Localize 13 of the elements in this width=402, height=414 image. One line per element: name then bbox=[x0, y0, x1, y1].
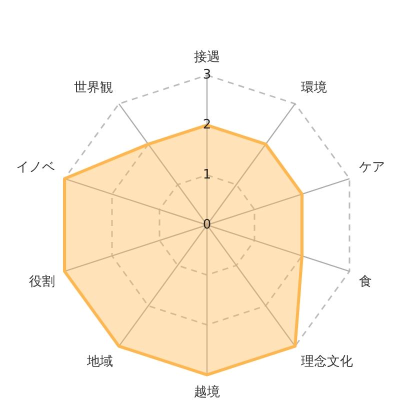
spoke-label: イノベ bbox=[16, 160, 55, 176]
y-tick-label: 3 bbox=[202, 68, 212, 83]
spoke-label: ケア bbox=[359, 160, 385, 176]
spoke-label: 食 bbox=[359, 274, 372, 290]
spoke-label: 越境 bbox=[194, 384, 220, 400]
spoke-label: 接遇 bbox=[194, 50, 220, 65]
spoke-label: 環境 bbox=[300, 79, 327, 96]
spoke-label: 役割 bbox=[29, 274, 55, 290]
spoke-label: 世界観 bbox=[74, 80, 114, 96]
y-tick-label: 0 bbox=[202, 217, 212, 232]
y-tick-label: 1 bbox=[202, 167, 212, 182]
spoke-label: 理念文化 bbox=[300, 354, 353, 370]
spoke-label: 地域 bbox=[86, 354, 114, 370]
